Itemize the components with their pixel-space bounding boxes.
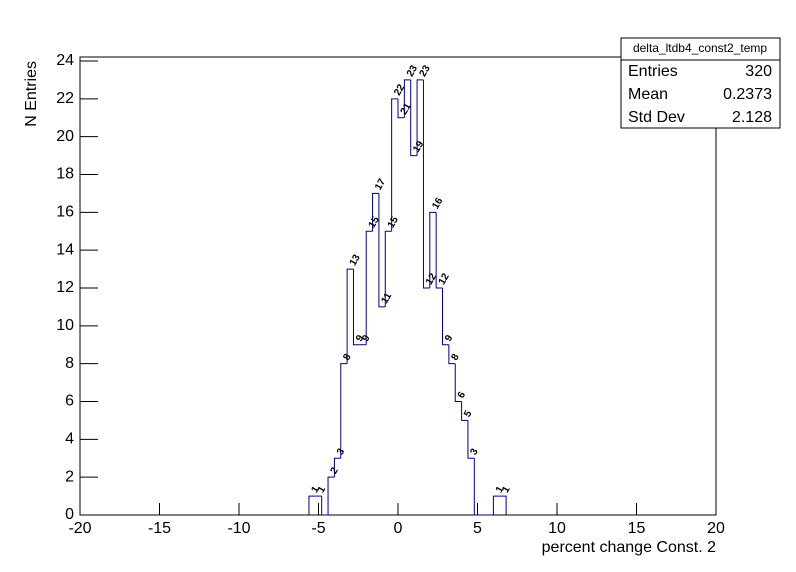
stats-box: delta_ltdb4_const2_temp <box>620 37 781 129</box>
value-label: 9 <box>354 333 367 344</box>
stats-value: 2.128 <box>732 109 772 126</box>
y-tick-label: 22 <box>56 90 74 107</box>
histogram-bin <box>499 495 507 515</box>
value-label: 11 <box>379 291 394 306</box>
histogram-bin <box>416 79 424 156</box>
x-tick-label: 5 <box>473 520 482 537</box>
histogram-bin <box>442 288 449 346</box>
histogram-bin <box>429 211 437 288</box>
histogram-bin <box>365 230 373 345</box>
value-label: 3 <box>468 446 481 457</box>
histogram-bin <box>461 401 468 421</box>
y-tick-label: 10 <box>56 317 74 334</box>
histogram-bin <box>454 363 462 402</box>
y-tick-label: 20 <box>56 128 74 145</box>
x-tick-label: 0 <box>394 520 403 537</box>
y-tick-label: 18 <box>56 166 74 183</box>
value-label: 17 <box>373 177 388 193</box>
value-label: 23 <box>418 63 433 79</box>
y-tick-label: 16 <box>56 204 74 221</box>
histogram-bin <box>403 79 411 118</box>
stats-label: Std Dev <box>628 109 685 126</box>
value-label: 16 <box>430 196 445 212</box>
value-label: 12 <box>437 271 452 287</box>
value-label: 8 <box>449 352 462 363</box>
x-axis-title: percent change Const. 2 <box>542 539 716 556</box>
value-label: 9 <box>443 333 456 344</box>
histogram-bin <box>378 193 386 308</box>
value-label: 5 <box>462 409 475 420</box>
y-tick-label: 24 <box>56 52 74 69</box>
x-tick-label: 15 <box>628 520 646 537</box>
histogram-bin <box>308 495 316 515</box>
y-tick-label: 2 <box>65 468 74 485</box>
y-tick-label: 4 <box>65 431 74 448</box>
stats-label: Mean <box>628 86 668 103</box>
histogram-bin <box>340 363 348 459</box>
value-label: 1 <box>494 484 507 495</box>
value-label: 1 <box>309 484 322 495</box>
value-label: 13 <box>348 252 363 268</box>
histogram-bin <box>410 79 418 157</box>
histogram-bin <box>321 496 329 516</box>
histogram-bin <box>372 192 379 232</box>
y-tick-label: 0 <box>65 506 74 523</box>
stats-value: 320 <box>745 63 772 80</box>
x-tick-label: 10 <box>548 520 566 537</box>
x-tick-label: -5 <box>311 520 325 537</box>
x-tick-label: 20 <box>707 520 725 537</box>
histogram-bin <box>327 476 335 515</box>
histogram-bin <box>448 344 456 365</box>
stats-title: delta_ltdb4_const2_temp <box>633 41 767 55</box>
stats-label: Entries <box>628 63 678 80</box>
value-label: 1 <box>500 484 513 495</box>
value-label: 19 <box>411 139 426 155</box>
value-label: 15 <box>367 215 382 231</box>
value-label: 15 <box>386 215 401 231</box>
histogram-bin <box>492 495 500 515</box>
y-tick-label: 14 <box>56 241 74 258</box>
histogram-bin <box>391 98 398 232</box>
y-axis-title: N Entries <box>23 61 40 127</box>
value-label: 1 <box>316 484 329 495</box>
y-tick-label: 8 <box>65 355 74 372</box>
value-label: 6 <box>456 390 469 401</box>
histogram-bin <box>467 420 475 459</box>
y-tick-label: 12 <box>56 279 74 296</box>
histogram-bin <box>333 457 341 478</box>
histogram-bin <box>435 212 443 289</box>
x-tick-label: -20 <box>68 520 91 537</box>
y-tick-label: 6 <box>65 393 74 410</box>
value-label: 12 <box>424 271 439 287</box>
histogram-bin <box>352 269 360 346</box>
histogram-bin <box>422 79 430 289</box>
value-label: 21 <box>399 101 414 117</box>
value-label: 23 <box>405 63 420 79</box>
stats-value: 0.2373 <box>723 86 772 103</box>
x-tick-label: -10 <box>227 520 250 537</box>
histogram-bin <box>346 268 354 364</box>
value-label: 22 <box>392 82 407 98</box>
x-tick-label: -15 <box>148 520 171 537</box>
histogram-bin <box>473 458 481 516</box>
histogram-bin <box>397 98 405 119</box>
histogram-bin <box>384 230 392 307</box>
